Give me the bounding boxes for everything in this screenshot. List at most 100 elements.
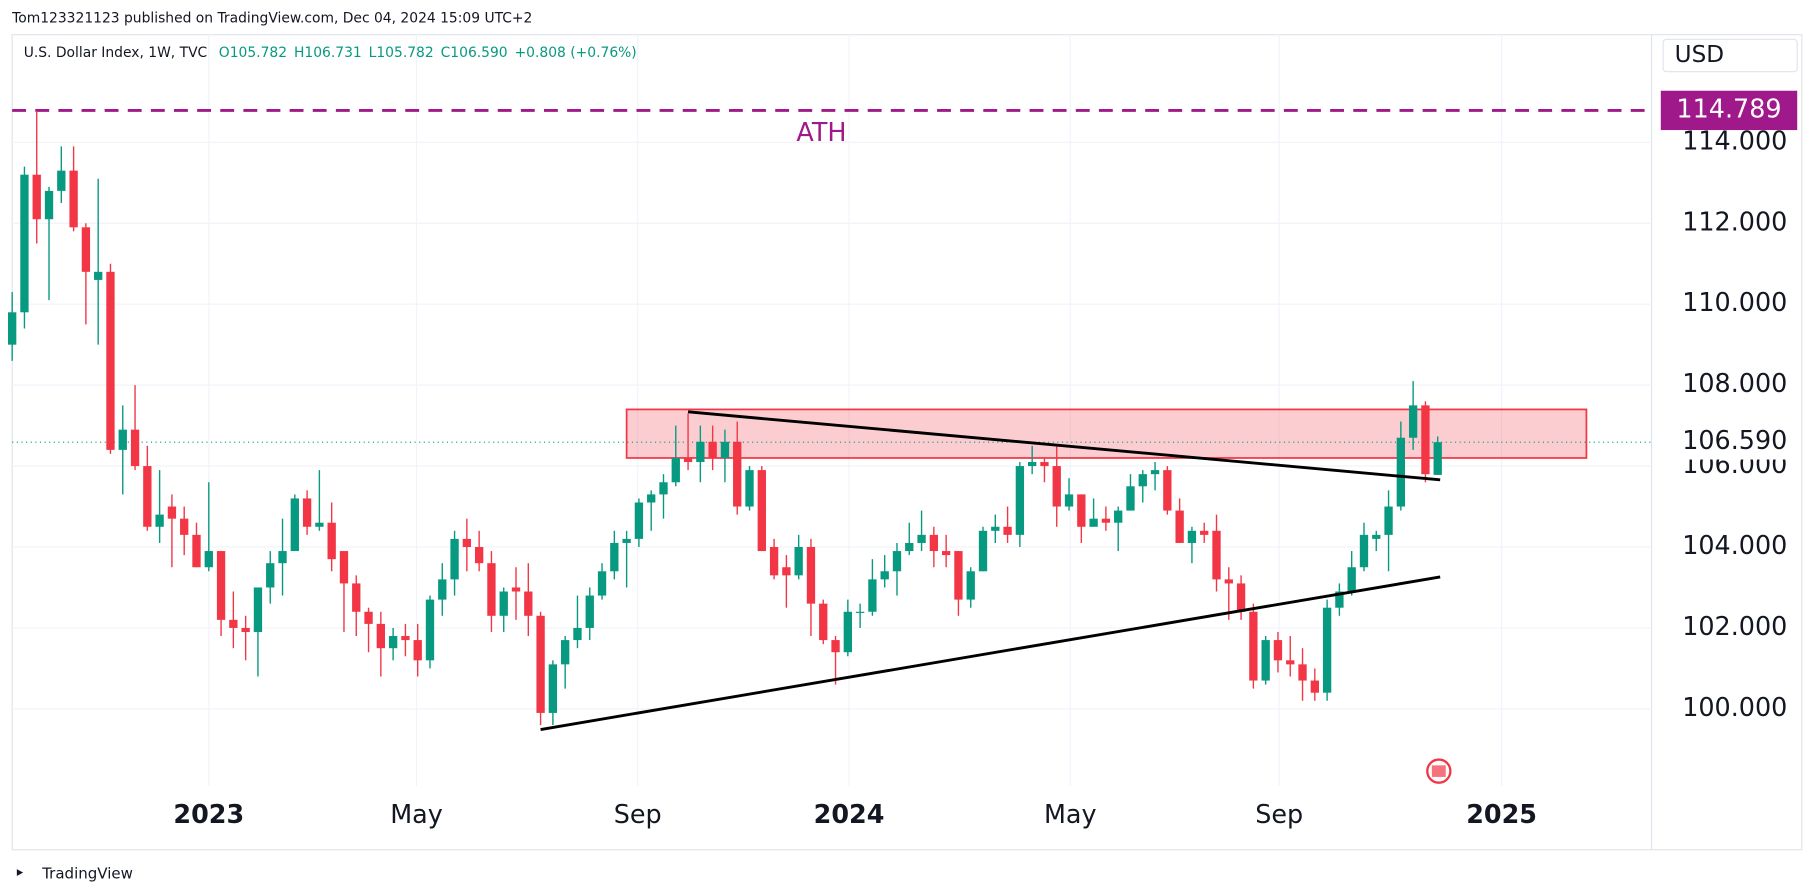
ohlc-value: +0.808 (+0.76%) xyxy=(515,45,637,61)
currency-box[interactable] xyxy=(1662,38,1798,73)
candle-body xyxy=(1052,466,1061,507)
candle-body xyxy=(499,591,508,616)
candle-body xyxy=(106,271,115,450)
candle-body xyxy=(1212,530,1221,580)
x-tick-label: May xyxy=(1044,799,1097,829)
candle-body xyxy=(204,551,213,568)
candle-body xyxy=(1249,611,1258,681)
candle-body xyxy=(671,457,680,483)
candle-body xyxy=(745,470,754,507)
brand-name: TradingView xyxy=(41,865,133,883)
candle-body xyxy=(69,170,78,228)
candle-body xyxy=(1015,466,1025,535)
candle-body xyxy=(474,547,484,564)
candle-body xyxy=(1163,470,1172,511)
candle-body xyxy=(917,534,926,543)
candle-body xyxy=(634,502,644,539)
candle-body xyxy=(253,587,263,632)
candle-body xyxy=(1261,640,1270,681)
candle-body xyxy=(438,579,447,600)
candle-body xyxy=(696,441,705,463)
candle-body xyxy=(1138,474,1147,487)
candle-body xyxy=(536,615,545,713)
candle-body xyxy=(868,579,877,612)
candle-body xyxy=(1175,510,1184,543)
candle-body xyxy=(585,595,594,628)
candle-body xyxy=(511,587,521,592)
ohlc-value: C106.590 xyxy=(441,45,508,61)
candle-body xyxy=(266,563,275,588)
candle-body xyxy=(1310,680,1319,693)
candle-body xyxy=(167,506,177,519)
brand: ‣ TradingView xyxy=(14,864,132,883)
candle-body xyxy=(561,640,570,665)
candle-body xyxy=(1347,567,1356,592)
candle-body xyxy=(155,514,164,527)
candle-body xyxy=(229,619,238,628)
candle-body xyxy=(364,611,373,624)
candle-body xyxy=(966,571,975,600)
candle-body xyxy=(855,611,865,613)
candle-body xyxy=(843,611,852,653)
trendline xyxy=(540,575,1441,731)
candle-body xyxy=(192,534,201,568)
candle-body xyxy=(683,457,693,463)
candle-body xyxy=(1421,405,1430,475)
ohlc-value: H106.731 xyxy=(294,45,362,61)
candle-body xyxy=(892,551,902,572)
candle-body xyxy=(647,494,656,503)
y-tick-label: 112.000 xyxy=(1682,206,1787,236)
candle-body xyxy=(978,530,988,572)
y-tick-label: 100.000 xyxy=(1682,692,1787,722)
candle-body xyxy=(991,526,1000,531)
candle-body xyxy=(757,470,766,552)
candle-body xyxy=(241,627,250,632)
y-tick-label: 110.000 xyxy=(1682,287,1787,317)
candle-body xyxy=(1101,518,1111,523)
ohlc-value: O105.782 xyxy=(219,45,287,61)
x-tick-label: 2023 xyxy=(173,799,244,829)
candle-body xyxy=(290,498,299,552)
candle-body xyxy=(1224,579,1233,584)
candle-body xyxy=(720,441,730,458)
y-tick-label: 102.000 xyxy=(1682,611,1787,641)
candle-body xyxy=(413,640,422,661)
candle-body xyxy=(57,170,66,191)
candle-body xyxy=(622,538,631,543)
chart-title: U.S. Dollar Index, 1W, TVC xyxy=(24,45,208,61)
candle-body xyxy=(1064,494,1074,507)
candle-body xyxy=(118,429,127,450)
last-price-label: 106.590 xyxy=(1682,425,1787,455)
candle-body xyxy=(806,547,816,604)
candle-body xyxy=(1089,518,1098,527)
candle-body xyxy=(1335,591,1344,608)
candle-body xyxy=(1384,506,1393,535)
candle-body xyxy=(1236,583,1246,612)
candle-body xyxy=(1077,494,1086,527)
candle-body xyxy=(1150,470,1160,475)
event-icon[interactable] xyxy=(1426,758,1452,784)
candle-body xyxy=(573,627,582,641)
ohlc-value: L105.782 xyxy=(369,45,434,61)
candle-body xyxy=(425,599,435,661)
candle-body xyxy=(524,591,533,616)
candle-body xyxy=(32,174,41,220)
candle-body xyxy=(20,174,29,313)
candle-body xyxy=(819,603,828,641)
candle-body xyxy=(143,466,152,527)
candle-body xyxy=(794,547,803,576)
event-icon-flag xyxy=(1431,765,1446,777)
candle-body xyxy=(44,190,54,220)
x-tick-label: 2024 xyxy=(814,799,885,829)
candle-body xyxy=(782,567,791,576)
candle-body xyxy=(954,551,963,600)
candle-body xyxy=(880,571,889,580)
last-price-box xyxy=(1660,424,1798,460)
candle-body xyxy=(1286,660,1295,665)
candle-body xyxy=(1126,486,1135,511)
candle-body xyxy=(339,551,349,584)
candle-body xyxy=(1359,534,1369,568)
candle-body xyxy=(929,534,939,552)
candle-body xyxy=(708,441,717,458)
candle-body xyxy=(401,636,410,641)
